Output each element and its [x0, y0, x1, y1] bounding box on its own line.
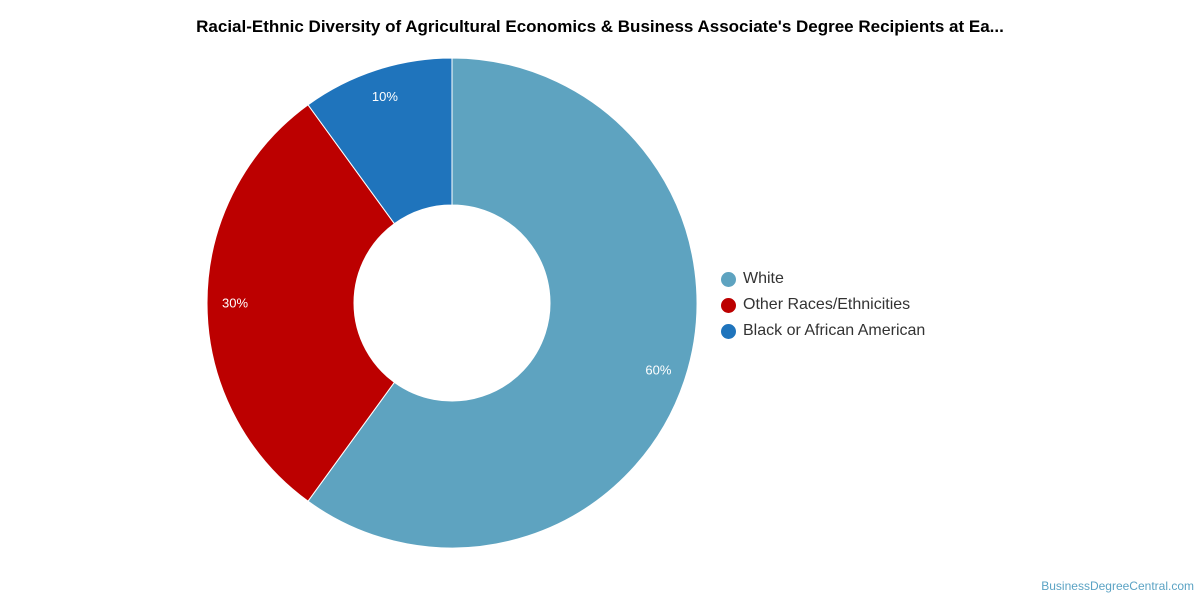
legend-item-black[interactable]: Black or African American [721, 318, 925, 344]
legend-swatch-other-races [721, 297, 736, 313]
legend-item-other-races[interactable]: Other Races/Ethnicities [721, 292, 925, 318]
legend-label-black: Black or African American [743, 322, 926, 339]
legend-swatch-black [721, 323, 736, 339]
site-watermark: BusinessDegreeCentral.com [1041, 579, 1194, 593]
legend-label-other-races: Other Races/Ethnicities [743, 296, 911, 313]
chart-legend: White Other Races/Ethnicities Black or A… [721, 266, 925, 344]
chart-title: Racial-Ethnic Diversity of Agricultural … [196, 17, 1004, 36]
donut-slice-black[interactable] [307, 57, 453, 225]
donut-slice-other-races[interactable] [206, 104, 396, 502]
slice-label-black: 10% [372, 89, 398, 104]
legend-item-white[interactable]: White [721, 266, 925, 292]
legend-label-white: White [743, 270, 784, 287]
donut-slice-white[interactable] [307, 57, 698, 549]
legend-swatch-white [721, 271, 736, 287]
slice-label-white: 60% [645, 363, 671, 378]
slice-label-other-races: 30% [222, 296, 248, 311]
